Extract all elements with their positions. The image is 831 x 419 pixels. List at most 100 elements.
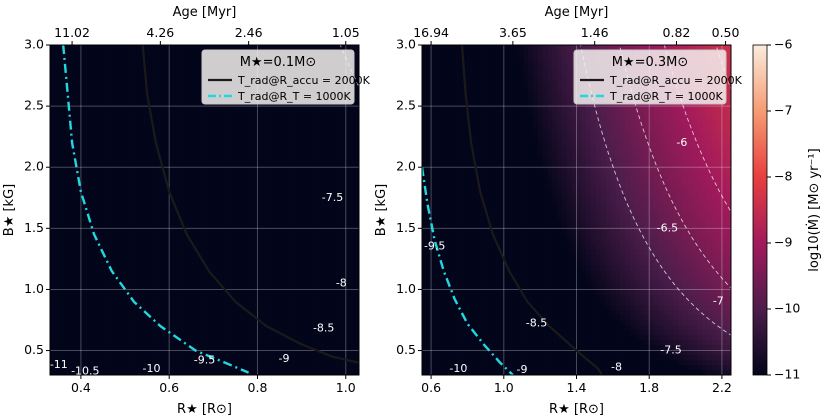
heatmap-cell: [460, 120, 467, 126]
heatmap-cell: [305, 120, 312, 126]
heatmap-cell: [78, 75, 85, 81]
heatmap-cell: [436, 65, 442, 71]
heatmap-cell: [50, 100, 56, 106]
heatmap-cell: [194, 320, 201, 326]
heatmap-cell: [446, 90, 452, 96]
heatmap-cell: [170, 145, 177, 151]
heatmap-cell: [112, 335, 119, 341]
heatmap-cell: [436, 370, 442, 375]
heatmap-cell: [262, 230, 268, 236]
heatmap-cell: [238, 200, 244, 206]
heatmap-cell: [78, 145, 85, 151]
heatmap-cell: [74, 250, 80, 256]
heatmap-cell: [344, 210, 350, 216]
heatmap-cell: [204, 240, 210, 246]
heatmap-cell: [286, 45, 293, 51]
heatmap-cell: [281, 155, 288, 161]
heatmap-cell: [151, 270, 157, 276]
heatmap-cell: [320, 155, 326, 161]
heatmap-cell: [161, 200, 167, 206]
heatmap-cell: [185, 120, 191, 126]
heatmap-cell: [276, 195, 283, 201]
heatmap-cell: [223, 215, 230, 221]
heatmap-cell: [74, 195, 80, 201]
heatmap-cell: [441, 235, 447, 241]
heatmap-cell: [223, 165, 230, 171]
heatmap-cell: [93, 315, 99, 321]
heatmap-cell: [339, 110, 346, 116]
heatmap-cell: [257, 305, 264, 311]
heatmap-cell: [286, 120, 293, 126]
heatmap-cell: [161, 230, 167, 236]
heatmap-cell: [204, 190, 210, 196]
heatmap-cell: [349, 105, 355, 111]
heatmap-cell: [470, 220, 476, 226]
heatmap-cell: [64, 120, 70, 126]
heatmap-cell: [190, 250, 196, 256]
heatmap-cell: [127, 105, 133, 111]
heatmap-cell: [344, 225, 350, 231]
heatmap-cell: [315, 365, 321, 371]
heatmap-cell: [161, 145, 167, 151]
heatmap-cell: [310, 240, 317, 246]
heatmap-cell: [233, 225, 239, 231]
heatmap-cell: [344, 330, 350, 336]
heatmap-cell: [88, 355, 95, 361]
heatmap-cell: [422, 105, 428, 111]
heatmap-cell: [127, 300, 133, 306]
heatmap-cell: [243, 280, 249, 286]
heatmap-cell: [93, 155, 99, 161]
heatmap-cell: [185, 370, 191, 375]
heatmap-cell: [180, 70, 186, 76]
heatmap-cell: [441, 225, 447, 231]
heatmap-cell: [262, 235, 268, 241]
heatmap-cell: [252, 285, 259, 291]
heatmap-cell: [190, 190, 196, 196]
heatmap-cell: [146, 85, 152, 91]
heatmap-cell: [180, 280, 186, 286]
heatmap-cell: [301, 105, 307, 111]
heatmap-cell: [320, 150, 326, 156]
heatmap-cell: [132, 170, 138, 176]
x-tick-label: 0.6: [159, 380, 179, 395]
heatmap-cell: [455, 295, 462, 301]
heatmap-cell: [117, 90, 124, 96]
heatmap-cell: [194, 330, 201, 336]
heatmap-cell: [315, 265, 321, 271]
heatmap-cell: [74, 90, 80, 96]
heatmap-cell: [257, 130, 264, 136]
heatmap-cell: [257, 210, 264, 216]
heatmap-cell: [286, 160, 293, 166]
heatmap-cell: [247, 360, 254, 366]
heatmap-cell: [330, 185, 336, 191]
heatmap-cell: [127, 210, 133, 216]
heatmap-cell: [465, 330, 471, 336]
heatmap-cell: [233, 290, 239, 296]
heatmap-cell: [54, 220, 61, 226]
heatmap-cell: [267, 235, 273, 241]
heatmap-cell: [199, 180, 206, 186]
heatmap-cell: [310, 110, 317, 116]
heatmap-cell: [354, 310, 359, 316]
heatmap-cell: [276, 370, 283, 375]
heatmap-cell: [59, 215, 66, 221]
heatmap-cell: [223, 325, 230, 331]
heatmap-cell: [103, 365, 109, 371]
heatmap-cell: [175, 90, 181, 96]
heatmap-cell: [103, 290, 109, 296]
heatmap-cell: [272, 200, 278, 206]
heatmap-cell: [455, 320, 462, 326]
heatmap-cell: [194, 190, 201, 196]
heatmap-cell: [281, 250, 288, 256]
heatmap-cell: [276, 295, 283, 301]
heatmap-cell: [156, 70, 162, 76]
heatmap-cell: [185, 210, 191, 216]
heatmap-cell: [243, 205, 249, 211]
heatmap-cell: [78, 115, 85, 121]
heatmap-cell: [146, 345, 152, 351]
heatmap-cell: [243, 330, 249, 336]
heatmap-cell: [156, 55, 162, 61]
heatmap-cell: [455, 365, 462, 371]
heatmap-cell: [50, 250, 56, 256]
heatmap-cell: [103, 120, 109, 126]
